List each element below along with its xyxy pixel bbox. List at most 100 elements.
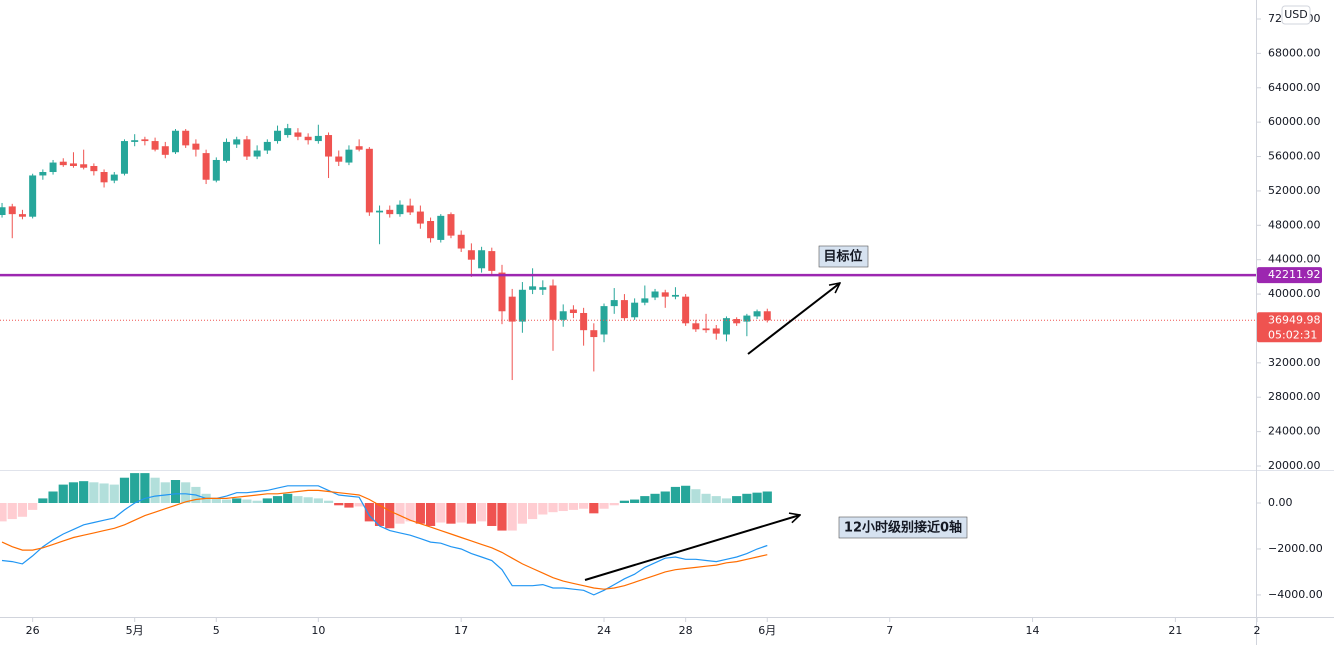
candle-body [692, 323, 700, 330]
histogram-bar [497, 502, 507, 531]
histogram-bar [374, 502, 385, 526]
currency-badge [1281, 5, 1311, 25]
histogram-bar [211, 498, 221, 503]
histogram-bar [354, 502, 364, 507]
histogram-bar [17, 502, 28, 517]
y-tick-label: 28000.00 [1268, 390, 1321, 403]
candle-body [223, 141, 231, 161]
y-tick-label: 24000.00 [1268, 425, 1321, 438]
candle-body [743, 315, 751, 322]
candle-body [620, 300, 628, 319]
candle-body [243, 139, 251, 157]
x-tick-label: 7 [886, 624, 893, 637]
histogram-bar [232, 498, 242, 503]
histogram-bar [58, 484, 68, 503]
candle-body [753, 311, 761, 317]
candle-body [325, 135, 333, 157]
histogram-bar [323, 500, 334, 503]
target-badge [1257, 267, 1322, 284]
candle-body [212, 159, 220, 181]
histogram-bar [150, 477, 160, 503]
candle-body [733, 319, 741, 324]
candle-body [631, 302, 639, 318]
candle-body [120, 141, 128, 174]
candle-body [682, 296, 690, 324]
histogram-bar [252, 500, 262, 503]
candle-body [478, 250, 486, 269]
histogram-bar [476, 502, 487, 522]
candle-body [376, 210, 384, 213]
macd-line [1, 489, 768, 590]
arrow [747, 283, 840, 355]
histogram-bar [466, 502, 476, 524]
target-label: 42211.92 [1268, 268, 1321, 281]
y-tick-label: 64000.00 [1268, 81, 1321, 94]
histogram-bar [99, 483, 109, 503]
arrow [584, 515, 800, 581]
currency: USD [1284, 8, 1308, 21]
candle-body [396, 204, 404, 215]
histogram-bar [140, 473, 150, 503]
y-tick-label: 48000.00 [1268, 218, 1321, 231]
candle-body [427, 221, 435, 239]
x-tick-label: 17 [454, 624, 468, 637]
x-tick-label: 21 [1168, 624, 1182, 637]
histogram-bar [313, 498, 323, 503]
candle-body [18, 214, 26, 217]
candle-body [539, 287, 547, 290]
histogram-bar [599, 502, 609, 509]
candle-body [467, 250, 475, 260]
candle-body [437, 215, 445, 240]
candle-body [580, 312, 588, 331]
histogram-bar [446, 502, 456, 524]
histogram-bar [38, 498, 48, 503]
candle-body [702, 328, 710, 331]
histogram-bar [48, 491, 58, 503]
histogram-bar [119, 477, 130, 503]
candle-body [59, 161, 67, 166]
y-tick-label: 40000.00 [1268, 287, 1321, 300]
candle-body [406, 205, 414, 213]
histogram-bar [68, 482, 79, 503]
x-tick-label: 14 [1026, 624, 1040, 637]
candle-body [345, 149, 353, 163]
histogram-bar [538, 502, 548, 515]
histogram-bar [293, 496, 303, 503]
histogram-bar [517, 502, 527, 524]
x-tick-label: 2 [1254, 624, 1261, 637]
candle-body [304, 136, 312, 141]
histogram-bar [7, 502, 17, 520]
histogram-bar [436, 502, 446, 523]
histogram-bar [742, 493, 752, 503]
candle-body [274, 130, 282, 142]
candle-body [661, 292, 669, 297]
histogram-bar [721, 498, 732, 503]
candle-body [488, 251, 496, 271]
histogram-bar [28, 502, 38, 510]
candle-body [141, 139, 149, 142]
y-tick-label: 44000.00 [1268, 253, 1321, 266]
histogram-bar [752, 492, 762, 503]
plot-area [0, 123, 1256, 596]
candle-body [171, 130, 179, 153]
x-tick-label: 6月 [758, 624, 776, 637]
macd-line [1, 485, 768, 596]
last-price-badge [1257, 312, 1322, 343]
candle-body [355, 146, 363, 150]
histogram-bar [528, 502, 538, 520]
histogram-bar [262, 498, 272, 503]
histogram-bar [579, 502, 589, 509]
candle-body [763, 311, 771, 321]
histogram-bar [334, 502, 344, 506]
x-tick-label: 5 [213, 624, 220, 637]
candle-body [365, 148, 373, 213]
candle-body [90, 165, 98, 172]
histogram-bar [0, 502, 7, 522]
histogram-bar [221, 499, 232, 503]
y-tick-label: −4000.00 [1268, 588, 1323, 601]
candle-body [457, 234, 465, 249]
histogram-bar [660, 491, 670, 503]
candle-body [416, 211, 424, 224]
candle-body [671, 294, 679, 297]
